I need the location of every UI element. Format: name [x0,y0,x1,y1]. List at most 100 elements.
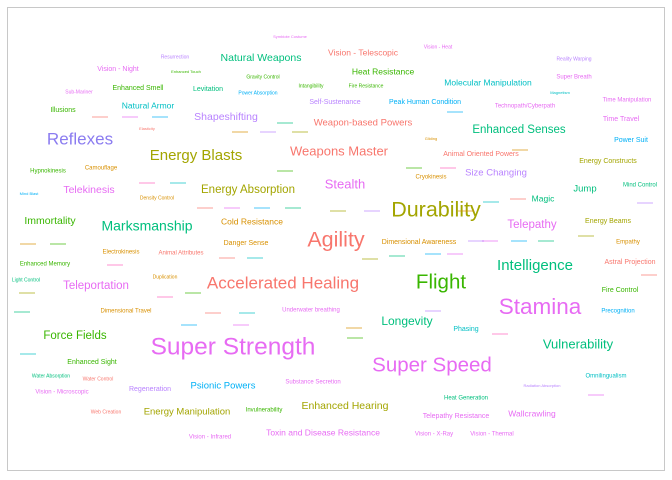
word-vision-heat: Vision - Heat [424,44,453,50]
word-electrokinesis: Electrokinesis [102,250,139,256]
word-intelligence: Intelligence [497,257,573,274]
filler-word-speck [232,131,248,133]
filler-word-speck [152,116,168,118]
word-precognition: Precognition [601,309,634,315]
word-animal-oriented-powers: Animal Oriented Powers [443,151,519,158]
word-vision-telescopic: Vision - Telescopic [328,47,399,57]
word-time-travel: Time Travel [603,116,640,123]
filler-word-speck [247,257,263,259]
word-telepathy: Telepathy [507,219,556,231]
word-teleportation: Teleportation [63,280,129,292]
word-durability: Durability [391,198,481,222]
word-mind-control: Mind Control [623,183,657,189]
word-power-suit: Power Suit [614,137,648,144]
word-substance-secretion: Substance Secretion [285,380,340,386]
filler-word-speck [330,210,346,212]
filler-word-speck [254,207,270,209]
word-toxin-and-disease-resistance: Toxin and Disease Resistance [266,427,380,437]
filler-word-speck [447,253,463,255]
word-natural-weapons: Natural Weapons [221,52,302,64]
word-radiation-absorption: Radiation Absorption [524,383,561,388]
word-density-control: Density Control [140,195,174,201]
word-energy-manipulation: Energy Manipulation [144,407,231,418]
word-dimensional-awareness: Dimensional Awareness [382,239,457,246]
filler-word-speck [578,235,594,237]
word-heat-resistance: Heat Resistance [352,66,415,76]
filler-word-speck [538,240,554,242]
filler-word-speck [19,292,35,294]
word-enhanced-smell: Enhanced Smell [113,85,164,92]
word-fire-control: Fire Control [602,287,639,294]
word-gravity-control: Gravity Control [246,74,279,80]
filler-word-speck [346,327,362,329]
word-energy-blasts: Energy Blasts [150,147,243,164]
filler-word-speck [285,207,301,209]
filler-word-speck [364,210,380,212]
word-cloud-frame [7,7,665,471]
word-psionic-powers: Psionic Powers [191,381,256,392]
word-duplication: Duplication [153,274,178,280]
filler-word-speck [205,312,221,314]
word-web-creation: Web Creation [91,409,122,415]
word-stealth: Stealth [325,176,365,191]
word-super-breath: Super Breath [556,75,591,81]
word-peak-human-condition: Peak Human Condition [389,99,461,106]
word-molecular-manipulation: Molecular Manipulation [444,77,532,87]
word-telekinesis: Telekinesis [63,184,114,196]
filler-word-speck [447,111,463,113]
word-flight: Flight [416,270,466,293]
filler-word-speck [637,202,653,204]
filler-word-speck [511,240,527,242]
word-camouflage: Camouflage [85,166,118,172]
filler-word-speck [233,324,249,326]
word-vision-thermal: Vision - Thermal [470,432,513,438]
filler-word-speck [492,333,508,335]
filler-word-speck [260,131,276,133]
word-symbiote-costume: Symbiote Costume [273,34,308,39]
word-super-strength: Super Strength [151,333,316,360]
word-wallcrawling: Wallcrawling [508,408,556,418]
word-omnilingualism: Omnilingualism [585,374,626,380]
filler-word-speck [641,274,657,276]
filler-word-speck [224,207,240,209]
filler-word-speck [389,255,405,257]
word-vulnerability: Vulnerability [543,336,614,351]
word-sub-mariner: Sub-Mariner [65,89,93,95]
word-shapeshifting: Shapeshifting [194,111,258,123]
word-technopath-cyberpath: Technopath/Cyberpath [495,104,555,110]
filler-word-speck [588,394,604,396]
word-vision-infrared: Vision - Infrared [189,435,231,441]
word-vision-night: Vision - Night [97,66,139,73]
word-enhanced-hearing: Enhanced Hearing [302,400,389,412]
filler-word-speck [406,167,422,169]
filler-word-speck [239,312,255,314]
word-mind-blast: Mind Blast [20,191,40,196]
word-weapon-based-powers: Weapon-based Powers [314,118,413,129]
filler-word-speck [292,131,308,133]
word-natural-armor: Natural Armor [122,100,175,110]
word-phasing: Phasing [453,326,478,333]
word-enhanced-memory: Enhanced Memory [20,262,70,268]
word-accelerated-healing: Accelerated Healing [207,273,359,292]
word-vision-x-ray: Vision - X-Ray [415,432,453,438]
word-illusions: Illusions [50,107,76,114]
word-reality-warping: Reality Warping [556,56,591,62]
word-cold-resistance: Cold Resistance [221,216,283,226]
word-levitation: Levitation [193,86,223,93]
filler-word-speck [458,210,474,212]
word-cryokinesis: Cryokinesis [415,175,446,181]
word-power-absorption: Power Absorption [238,90,277,96]
word-telepathy-resistance: Telepathy Resistance [423,413,490,420]
word-enhanced-senses: Enhanced Senses [472,124,566,136]
word-resurrection: Resurrection [161,54,190,60]
word-fire-resistance: Fire Resistance [349,83,384,89]
word-vision-microscopic: Vision - Microscopic [35,390,88,396]
word-underwater-breathing: Underwater breathing [282,308,340,314]
filler-word-speck [483,201,499,203]
word-longevity: Longevity [381,314,432,328]
word-invulnerability: Invulnerability [246,408,283,414]
word-enhanced-touch: Enhanced Touch [171,69,201,74]
word-size-changing: Size Changing [465,168,527,179]
